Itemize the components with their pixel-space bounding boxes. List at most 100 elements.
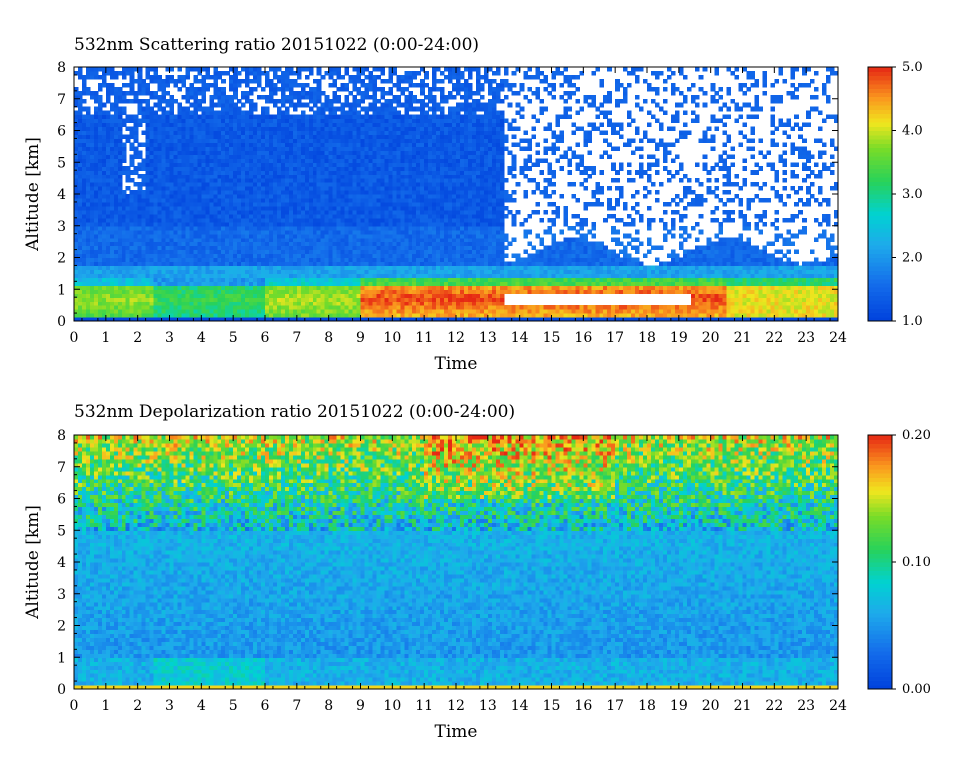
heatmap-cell <box>261 197 266 203</box>
heatmap-cell <box>229 309 234 314</box>
heatmap-cell <box>253 194 258 199</box>
heatmap-cell <box>272 205 278 211</box>
heatmap-cell <box>268 197 274 203</box>
heatmap-cell <box>85 229 91 235</box>
heatmap-cell <box>189 102 194 108</box>
heatmap-cell <box>368 154 374 159</box>
heatmap-cell <box>133 253 139 259</box>
heatmap-cell <box>408 241 413 247</box>
heatmap-cell <box>296 130 302 136</box>
heatmap-cell <box>360 205 366 211</box>
heatmap-cell <box>197 225 202 231</box>
heatmap-cell <box>89 186 95 191</box>
heatmap-cell <box>125 289 131 294</box>
heatmap-cell <box>81 305 87 310</box>
heatmap-cell <box>121 205 127 211</box>
heatmap-cell <box>280 142 286 147</box>
heatmap-cell <box>348 122 354 128</box>
heatmap-cell <box>280 162 286 167</box>
heatmap-cell <box>177 197 183 203</box>
heatmap-cell <box>261 126 266 132</box>
heatmap-cell <box>213 190 218 195</box>
heatmap-cell <box>340 74 346 80</box>
heatmap-cell <box>284 126 290 132</box>
heatmap-cell <box>280 78 286 84</box>
heatmap-cell <box>197 98 202 104</box>
heatmap-cell <box>396 190 401 195</box>
heatmap-cell <box>265 190 270 195</box>
heatmap-cell <box>249 313 254 318</box>
heatmap-cell <box>109 253 115 259</box>
heatmap-cell <box>185 186 190 191</box>
heatmap-cell <box>280 186 286 191</box>
heatmap-cell <box>217 98 222 104</box>
heatmap-cell <box>360 217 366 223</box>
heatmap-cell <box>284 78 290 84</box>
heatmap-cell <box>137 102 143 108</box>
heatmap-cell <box>217 114 222 120</box>
heatmap-cell <box>268 261 274 267</box>
heatmap-cell <box>332 269 338 274</box>
heatmap-cell <box>336 225 342 231</box>
heatmap-cell <box>288 150 294 155</box>
heatmap-cell <box>74 158 79 163</box>
heatmap-cell <box>400 225 405 231</box>
heatmap-cell <box>276 285 282 290</box>
heatmap-cell <box>284 106 290 112</box>
heatmap-cell <box>197 190 202 195</box>
heatmap-cell <box>276 190 282 195</box>
heatmap-cell <box>249 277 254 282</box>
heatmap-cell <box>201 289 206 294</box>
heatmap-cell <box>368 166 374 171</box>
heatmap-cell <box>241 178 246 183</box>
heatmap-cell <box>225 213 230 219</box>
heatmap-cell <box>320 126 326 132</box>
heatmap-cell <box>292 130 298 136</box>
heatmap-cell <box>372 82 378 88</box>
heatmap-cell <box>376 138 381 144</box>
heatmap-cell <box>233 253 238 259</box>
heatmap-cell <box>113 130 119 136</box>
heatmap-cell <box>404 102 409 108</box>
heatmap-cell <box>105 67 111 72</box>
heatmap-cell <box>209 257 214 263</box>
heatmap-cell <box>221 94 226 100</box>
heatmap-cell <box>368 209 374 215</box>
heatmap-cell <box>193 237 198 243</box>
heatmap-cell <box>173 265 179 271</box>
heatmap-cell <box>149 289 155 294</box>
heatmap-cell <box>292 265 298 271</box>
heatmap-cell <box>81 233 87 239</box>
heatmap-cell <box>229 126 234 132</box>
heatmap-cell <box>205 106 210 112</box>
heatmap-cell <box>161 297 167 302</box>
heatmap-cell <box>89 114 95 120</box>
heatmap-cell <box>312 245 318 251</box>
heatmap-cell <box>145 297 151 302</box>
heatmap-cell <box>312 249 318 255</box>
heatmap-cell <box>276 138 282 144</box>
heatmap-cell <box>356 114 362 120</box>
heatmap-cell <box>312 225 318 231</box>
heatmap-cell <box>173 162 179 167</box>
heatmap-cell <box>245 317 250 322</box>
heatmap-cell <box>85 182 91 187</box>
heatmap-cell <box>300 126 306 132</box>
heatmap-cell <box>268 186 274 191</box>
heatmap-cell <box>356 261 362 267</box>
heatmap-cell <box>253 305 258 310</box>
heatmap-cell <box>296 297 302 302</box>
heatmap-cell <box>404 237 409 243</box>
heatmap-cell <box>241 118 246 124</box>
heatmap-cell <box>336 297 342 302</box>
heatmap-cell <box>193 241 198 247</box>
heatmap-cell <box>300 221 306 227</box>
heatmap-cell <box>320 162 326 167</box>
heatmap-cell <box>396 74 401 80</box>
heatmap-cell <box>185 281 190 286</box>
heatmap-cell <box>308 150 314 155</box>
heatmap-cell <box>392 233 397 239</box>
heatmap-cell <box>296 178 302 183</box>
heatmap-cell <box>197 158 202 163</box>
heatmap-cell <box>153 269 159 274</box>
